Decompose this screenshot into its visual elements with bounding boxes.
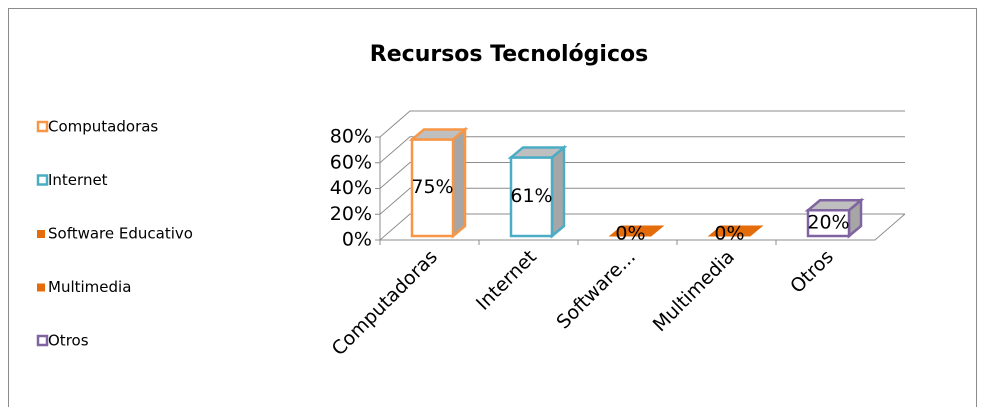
legend-marker <box>36 120 49 133</box>
legend-marker <box>37 230 45 238</box>
data-label: 0% <box>615 223 645 245</box>
grid-line <box>379 136 905 164</box>
legend-label: Internet <box>48 171 108 189</box>
y-tick-label: 80% <box>330 126 372 148</box>
bar-top <box>707 225 764 237</box>
y-tick-label: 40% <box>330 177 372 199</box>
bar <box>408 126 469 239</box>
bar <box>707 225 764 237</box>
bar <box>804 197 865 239</box>
legend-label: Otros <box>48 332 89 350</box>
chart-title: Recursos Tecnológicos <box>370 42 648 67</box>
data-label: 75% <box>411 176 453 198</box>
bar-top <box>507 146 568 159</box>
bar-front <box>806 209 851 238</box>
bar-front <box>509 156 554 238</box>
grid-line <box>379 213 905 241</box>
floor-edge <box>380 213 906 241</box>
legend-label: Software Educativo <box>48 225 193 243</box>
grid-line <box>379 162 905 189</box>
bar-top <box>804 199 865 212</box>
data-label: 20% <box>807 212 849 234</box>
data-label: 0% <box>714 223 744 245</box>
bar-front <box>410 138 455 238</box>
grid-line <box>379 110 905 138</box>
y-tick-label: 60% <box>330 151 372 173</box>
bar <box>608 225 665 237</box>
bar-top <box>408 128 469 141</box>
bar <box>507 144 568 239</box>
bar-side <box>550 144 566 239</box>
bar-side <box>451 126 467 239</box>
legend-marker <box>37 283 45 292</box>
bar-top <box>608 225 665 237</box>
y-tick-label: 20% <box>330 203 372 225</box>
legend-marker <box>36 334 49 347</box>
y-tick-label: 0% <box>342 229 372 251</box>
legend-marker <box>36 174 49 186</box>
grid-line <box>379 187 905 215</box>
legend-label: Computadoras <box>48 118 158 136</box>
legend-label: Multimedia <box>48 278 131 296</box>
data-label: 61% <box>510 185 552 207</box>
